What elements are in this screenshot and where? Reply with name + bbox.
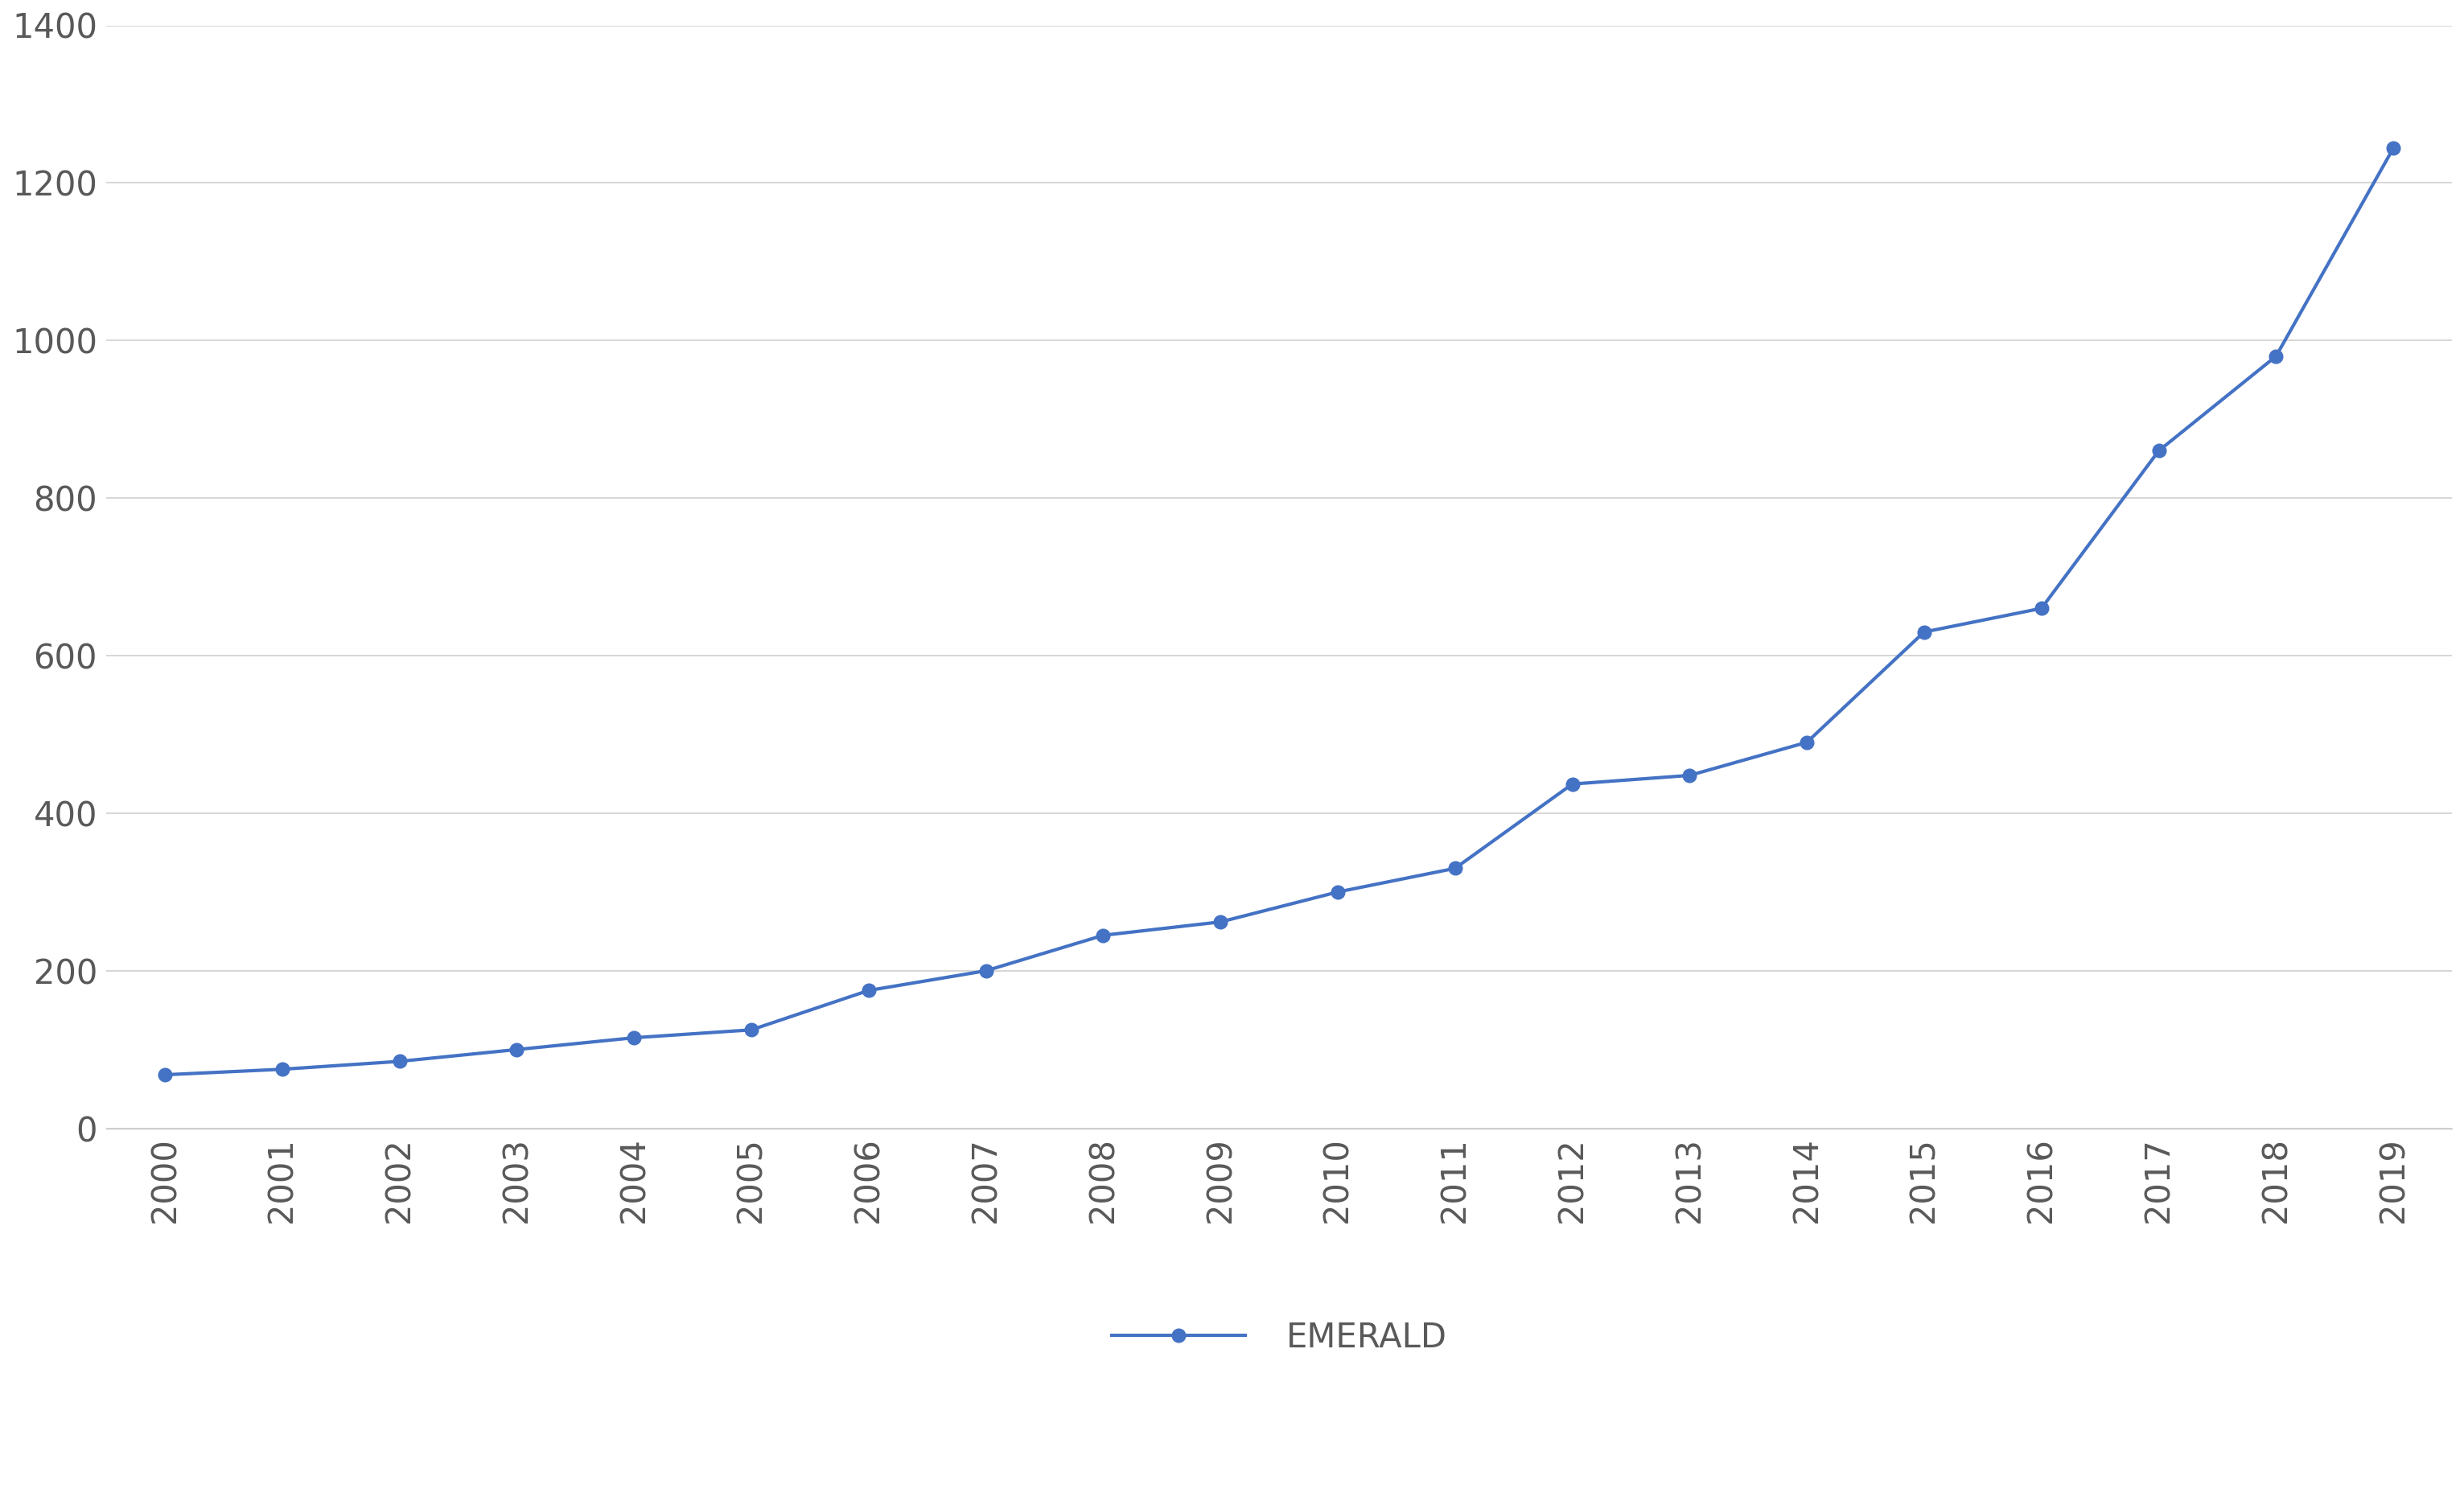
EMERALD xyxy=(2144,442,2173,460)
EMERALD xyxy=(269,1060,298,1078)
EMERALD xyxy=(855,982,885,1000)
EMERALD xyxy=(618,1028,648,1046)
EMERALD xyxy=(503,1040,532,1058)
EMERALD xyxy=(1205,913,1234,931)
EMERALD xyxy=(1089,927,1119,945)
EMERALD xyxy=(1910,623,1939,641)
Line: EMERALD: EMERALD xyxy=(158,142,2400,1081)
EMERALD xyxy=(1791,734,1821,751)
EMERALD xyxy=(971,961,1000,979)
EMERALD xyxy=(2262,347,2292,365)
EMERALD xyxy=(1323,883,1353,901)
EMERALD xyxy=(737,1021,766,1039)
EMERALD xyxy=(2378,139,2407,157)
EMERALD xyxy=(150,1066,180,1084)
EMERALD xyxy=(384,1052,414,1070)
EMERALD xyxy=(2028,599,2057,617)
EMERALD xyxy=(1676,766,1705,784)
EMERALD xyxy=(1557,775,1587,793)
Legend: EMERALD: EMERALD xyxy=(1111,1320,1446,1355)
EMERALD xyxy=(1441,859,1471,877)
